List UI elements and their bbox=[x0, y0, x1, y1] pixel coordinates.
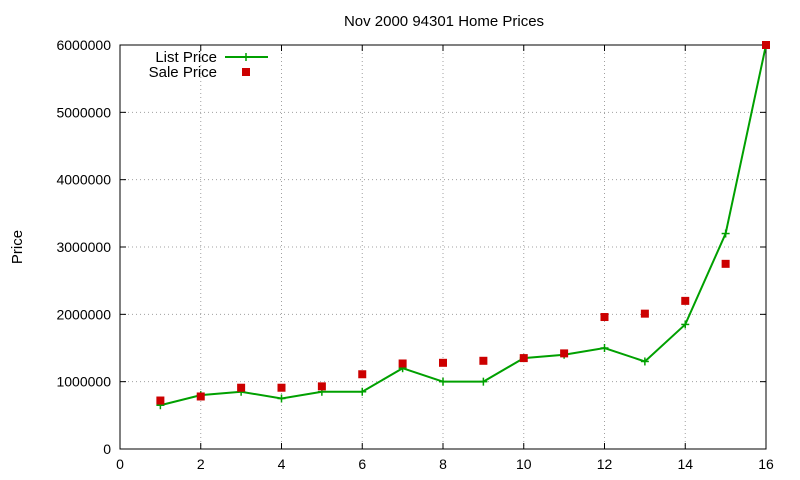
y-tick-label: 3000000 bbox=[56, 239, 111, 255]
sale-price-point bbox=[237, 383, 246, 392]
legend-swatch-marker bbox=[242, 53, 250, 61]
x-tick-label: 14 bbox=[677, 456, 693, 472]
legend-swatch-marker bbox=[242, 68, 250, 76]
list-price-point bbox=[681, 320, 690, 329]
sale-price-point bbox=[560, 349, 569, 358]
y-tick-label: 2000000 bbox=[56, 306, 111, 322]
y-tick-label: 5000000 bbox=[56, 104, 111, 120]
sale-price-point bbox=[519, 354, 528, 363]
x-tick-label: 8 bbox=[439, 456, 447, 472]
list-price-point bbox=[721, 229, 730, 238]
series-list-price bbox=[156, 41, 770, 410]
sale-price-point bbox=[277, 383, 286, 392]
y-tick-label: 0 bbox=[103, 441, 111, 457]
sale-price-point bbox=[479, 356, 488, 365]
x-tick-label: 10 bbox=[516, 456, 532, 472]
x-tick-label: 4 bbox=[278, 456, 286, 472]
list-price-point bbox=[439, 377, 447, 386]
list-price-point bbox=[358, 387, 367, 396]
series-sale-price bbox=[156, 41, 770, 405]
sale-price-point bbox=[196, 392, 205, 401]
x-tick-label: 0 bbox=[116, 456, 124, 472]
list-price-line bbox=[160, 44, 767, 407]
sale-price-point bbox=[762, 41, 770, 49]
legend-label-0: List Price bbox=[155, 49, 217, 66]
y-tick-label: 6000000 bbox=[56, 37, 111, 53]
x-tick-label: 16 bbox=[758, 456, 774, 472]
sale-price-point bbox=[358, 370, 367, 379]
list-price-point bbox=[640, 357, 649, 366]
sale-price-point bbox=[640, 309, 649, 318]
y-tick-label: 1000000 bbox=[56, 374, 111, 390]
sale-price-point bbox=[721, 259, 730, 268]
y-axis-label: Price bbox=[9, 230, 26, 264]
list-price-point bbox=[479, 377, 488, 386]
sale-price-point bbox=[600, 313, 609, 322]
sale-price-point bbox=[681, 296, 690, 305]
sale-price-point bbox=[398, 359, 407, 368]
y-tick-label: 4000000 bbox=[56, 172, 111, 188]
x-tick-label: 12 bbox=[597, 456, 613, 472]
axis-ticks bbox=[119, 44, 767, 450]
series-layer bbox=[156, 41, 770, 410]
chart-title: Nov 2000 94301 Home Prices bbox=[344, 13, 544, 30]
grid-lines bbox=[120, 45, 766, 449]
sale-price-point bbox=[317, 382, 326, 391]
tick-labels: 0 2 4 6 8 10 12 14 16 0 1000000 2000000 3000000 40000… bbox=[56, 37, 774, 472]
legend-label-1: Sale Price bbox=[149, 64, 217, 81]
x-tick-label: 2 bbox=[197, 456, 205, 472]
list-price-point bbox=[600, 344, 609, 352]
x-tick-label: 6 bbox=[358, 456, 366, 472]
list-price-point bbox=[277, 394, 286, 403]
sale-price-point bbox=[439, 358, 447, 367]
sale-price-point bbox=[156, 396, 165, 405]
